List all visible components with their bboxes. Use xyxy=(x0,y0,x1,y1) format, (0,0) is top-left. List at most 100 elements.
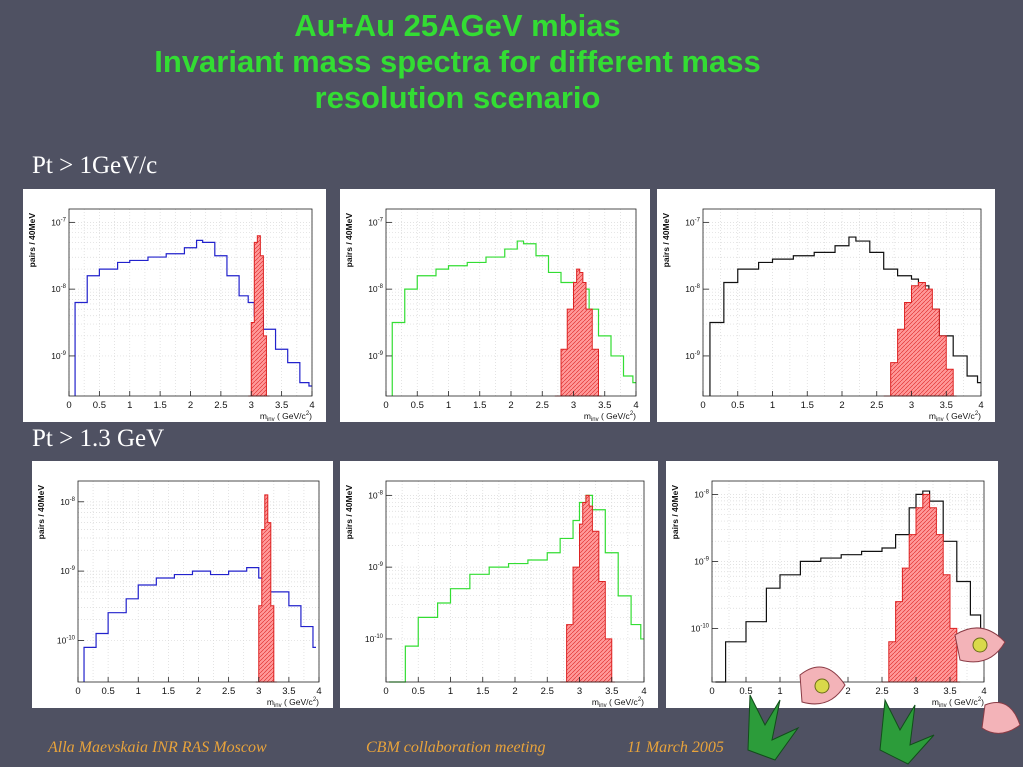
slide-title: Au+Au 25AGeV mbias Invariant mass spectr… xyxy=(60,8,855,116)
x-tick-label: 3 xyxy=(913,686,918,697)
x-tick-label: 1 xyxy=(136,686,141,697)
y-tick-label: 10-8 xyxy=(368,284,383,294)
y-axis-title: pairs / 40MeV xyxy=(344,485,354,540)
y-tick-label: 10-9 xyxy=(51,351,66,361)
x-tick-label: 0 xyxy=(383,686,388,697)
signal-peak-histogram xyxy=(560,494,615,683)
x-tick-label: 4 xyxy=(309,400,314,411)
x-tick-label: 1.5 xyxy=(476,686,489,697)
chart-5: 0 0.5 1 1.5 2 2.5 3 3.5 4 10-8 10-9 10-10 pairs / 40… xyxy=(344,480,647,708)
signal-peak-histogram xyxy=(882,493,961,683)
title-line-3: resolution scenario xyxy=(314,80,601,115)
x-tick-label: 0 xyxy=(709,686,714,697)
chart-panel-2: 0 0.5 1 1.5 2 2.5 3 3.5 4 10-7 10-8 10-9 pairs / 40M… xyxy=(340,189,650,422)
x-tick-label: 3.5 xyxy=(605,686,618,697)
y-tick-label: 10-9 xyxy=(368,562,383,572)
chart-panel-5: 0 0.5 1 1.5 2 2.5 3 3.5 4 10-8 10-9 10-10 pairs / 40… xyxy=(340,461,658,708)
x-tick-label: 0 xyxy=(700,400,705,411)
y-tick-label: 10-10 xyxy=(365,634,384,644)
y-tick-label: 10-7 xyxy=(685,217,700,227)
y-tick-label: 10-9 xyxy=(368,351,383,361)
x-tick-label: 0.5 xyxy=(102,686,115,697)
x-axis-title: minv ( GeV/c2) xyxy=(267,697,319,708)
x-tick-label: 4 xyxy=(978,400,983,411)
y-tick-label: 10-7 xyxy=(51,217,66,227)
chart-1: 0 0.5 1 1.5 2 2.5 3 3.5 4 10-7 10-8 10-9 pairs / 40M… xyxy=(27,208,315,422)
x-tick-label: 1.5 xyxy=(154,400,167,411)
spectrum-histogram-line xyxy=(74,239,312,396)
chart-panel-1: 0 0.5 1 1.5 2 2.5 3 3.5 4 10-7 10-8 10-9 pairs / 40M… xyxy=(23,189,326,422)
y-tick-label: 10-10 xyxy=(691,623,710,633)
x-tick-label: 2.5 xyxy=(536,400,549,411)
y-tick-label: 10-8 xyxy=(694,489,709,499)
chart-2: 0 0.5 1 1.5 2 2.5 3 3.5 4 10-7 10-8 10-9 pairs / 40M… xyxy=(344,208,639,422)
chart-3: 0 0.5 1 1.5 2 2.5 3 3.5 4 10-7 10-8 10-9 pairs / 40M… xyxy=(661,208,984,422)
chart-4: 0 0.5 1 1.5 2 2.5 3 3.5 4 10-8 10-9 10-10 pairs / 40… xyxy=(36,480,322,708)
x-tick-label: 2 xyxy=(188,400,193,411)
y-axis-title: pairs / 40MeV xyxy=(670,485,680,540)
y-axis-title: pairs / 40MeV xyxy=(36,485,46,540)
x-tick-label: 2 xyxy=(839,400,844,411)
x-tick-label: 1.5 xyxy=(801,400,814,411)
x-tick-label: 4 xyxy=(316,686,321,697)
y-axis-title: pairs / 40MeV xyxy=(344,213,354,268)
x-tick-label: 1.5 xyxy=(473,400,486,411)
y-tick-label: 10-8 xyxy=(368,490,383,500)
x-tick-label: 3.5 xyxy=(275,400,288,411)
signal-peak-histogram xyxy=(554,268,602,397)
x-tick-label: 2.5 xyxy=(875,686,888,697)
row-label-bottom: Pt > 1.3 GeV xyxy=(32,425,165,452)
footer-author: Alla Maevskaia INR RAS Moscow xyxy=(48,739,267,756)
y-tick-label: 10-8 xyxy=(60,497,75,507)
x-tick-label: 4 xyxy=(641,686,646,697)
x-tick-label: 3.5 xyxy=(598,400,611,411)
x-axis-title: minv ( GeV/c2) xyxy=(929,411,981,422)
x-tick-label: 0 xyxy=(75,686,80,697)
flower-decoration-image xyxy=(747,627,1021,765)
chart-panel-3: 0 0.5 1 1.5 2 2.5 3 3.5 4 10-7 10-8 10-9 pairs / 40M… xyxy=(657,189,995,422)
x-axis-title: minv ( GeV/c2) xyxy=(584,411,636,422)
x-tick-label: 2 xyxy=(196,686,201,697)
x-tick-label: 3.5 xyxy=(943,686,956,697)
x-tick-label: 4 xyxy=(633,400,638,411)
x-tick-label: 3.5 xyxy=(282,686,295,697)
x-tick-label: 0 xyxy=(383,400,388,411)
signal-peak-histogram xyxy=(883,281,957,397)
x-tick-label: 1 xyxy=(446,400,451,411)
y-tick-label: 10-9 xyxy=(60,566,75,576)
x-tick-label: 3 xyxy=(249,400,254,411)
y-tick-label: 10-10 xyxy=(57,635,76,645)
spectrum-histogram-line xyxy=(715,490,984,683)
x-tick-label: 3 xyxy=(571,400,576,411)
footer-date: 11 March 2005 xyxy=(627,739,724,756)
x-tick-label: 0.5 xyxy=(93,400,106,411)
x-tick-label: 3 xyxy=(909,400,914,411)
spectrum-histogram-line xyxy=(83,567,316,682)
footer-meeting: CBM collaboration meeting xyxy=(366,739,546,756)
y-tick-label: 10-9 xyxy=(685,351,700,361)
x-tick-label: 1.5 xyxy=(162,686,175,697)
title-line-2: Invariant mass spectra for different mas… xyxy=(154,44,761,79)
x-axis-title: minv ( GeV/c2) xyxy=(932,697,984,708)
x-tick-label: 0.5 xyxy=(411,400,424,411)
x-tick-label: 0.5 xyxy=(412,686,425,697)
x-tick-label: 1 xyxy=(127,400,132,411)
chart-panel-4: 0 0.5 1 1.5 2 2.5 3 3.5 4 10-8 10-9 10-10 pairs / 40… xyxy=(32,461,333,708)
x-axis-title: minv ( GeV/c2) xyxy=(592,697,644,708)
signal-peak-histogram xyxy=(255,494,277,683)
x-tick-label: 3 xyxy=(256,686,261,697)
x-tick-label: 0.5 xyxy=(739,686,752,697)
x-tick-label: 1 xyxy=(770,400,775,411)
y-axis-title: pairs / 40MeV xyxy=(27,213,37,268)
spectrum-histogram-line xyxy=(389,494,644,683)
signal-peak-histogram xyxy=(248,235,270,397)
y-tick-label: 10-8 xyxy=(685,284,700,294)
x-tick-label: 0.5 xyxy=(731,400,744,411)
y-tick-label: 10-9 xyxy=(694,556,709,566)
x-tick-label: 2 xyxy=(508,400,513,411)
x-axis-title: minv ( GeV/c2) xyxy=(260,411,312,422)
x-tick-label: 2.5 xyxy=(870,400,883,411)
x-tick-label: 1 xyxy=(777,686,782,697)
x-tick-label: 3.5 xyxy=(940,400,953,411)
